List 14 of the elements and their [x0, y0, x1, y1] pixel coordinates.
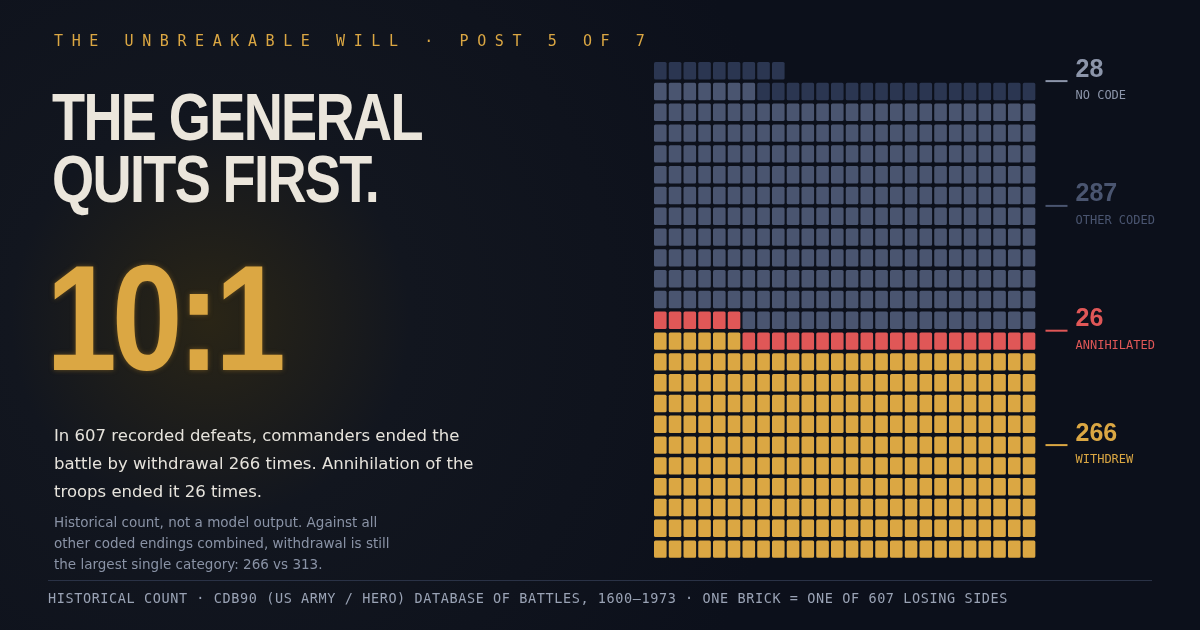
- category-label: WITHDREW: [1075, 452, 1135, 467]
- text: HISTORICAL COUNT · CDB90 (US ARMY / HERO) DATABASE OF BATTLES, 1600–1973 · ONE BRICK = ONE OF 607 LOSING SIDES: [48, 590, 1009, 606]
- data-label: 28: [1075, 53, 1104, 82]
- text: THE UNBREAKABLE WILL · POST 5 OF 7: [54, 32, 654, 50]
- text: THE GENERAL QUITS FIRST.: [52, 80, 423, 216]
- category-label: NO CODE: [1075, 88, 1127, 103]
- data-label: 287: [1075, 178, 1118, 207]
- data-label: 26: [1075, 303, 1104, 332]
- category-label: OTHER CODED: [1075, 212, 1155, 227]
- text: 10:1: [46, 233, 281, 404]
- text: Historical count, not a model output. Against all other coded endings combined, withdrawal is still the largest single category: 266 vs 313.: [54, 513, 391, 574]
- text: In 607 recorded defeats, commanders ended the battle by withdrawal 266 times. Annihilation of the troops ended it 26 times.: [54, 425, 474, 503]
- data-label: 266: [1075, 417, 1118, 446]
- category-label: ANNIHILATED: [1075, 337, 1155, 352]
